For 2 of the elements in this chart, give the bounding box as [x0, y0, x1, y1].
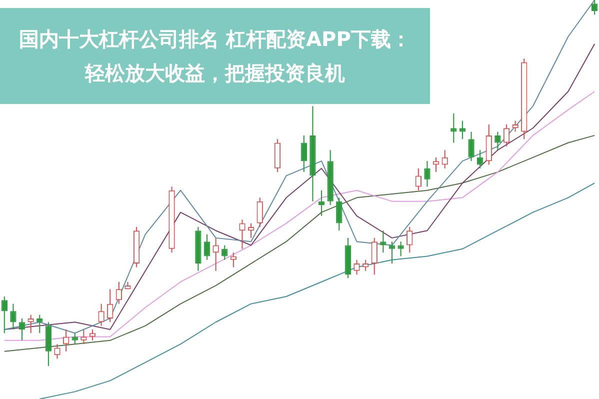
text: 国内十大杠杆公司排名 杠杆配资APP下载：轻松放大收益，把握投资良机 [19, 26, 411, 87]
candlestick [239, 220, 246, 249]
